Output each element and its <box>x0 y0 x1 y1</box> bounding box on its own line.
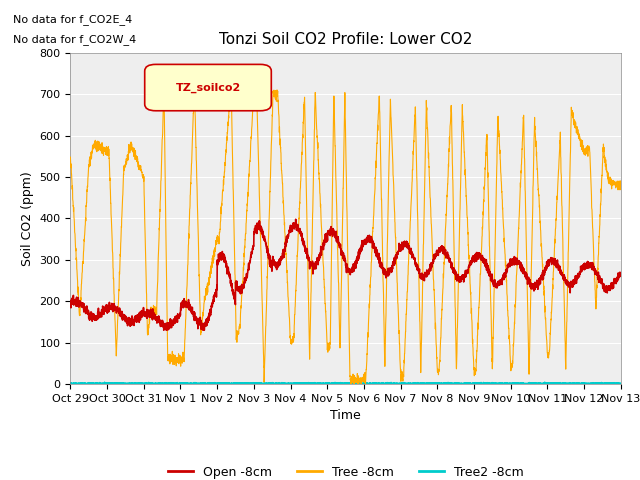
Text: TZ_soilco2: TZ_soilco2 <box>175 83 241 93</box>
Title: Tonzi Soil CO2 Profile: Lower CO2: Tonzi Soil CO2 Profile: Lower CO2 <box>219 33 472 48</box>
Legend: Open -8cm, Tree -8cm, Tree2 -8cm: Open -8cm, Tree -8cm, Tree2 -8cm <box>163 461 529 480</box>
FancyBboxPatch shape <box>145 64 271 111</box>
Text: No data for f_CO2E_4: No data for f_CO2E_4 <box>13 14 132 25</box>
Y-axis label: Soil CO2 (ppm): Soil CO2 (ppm) <box>21 171 34 266</box>
Text: No data for f_CO2W_4: No data for f_CO2W_4 <box>13 34 136 45</box>
X-axis label: Time: Time <box>330 409 361 422</box>
